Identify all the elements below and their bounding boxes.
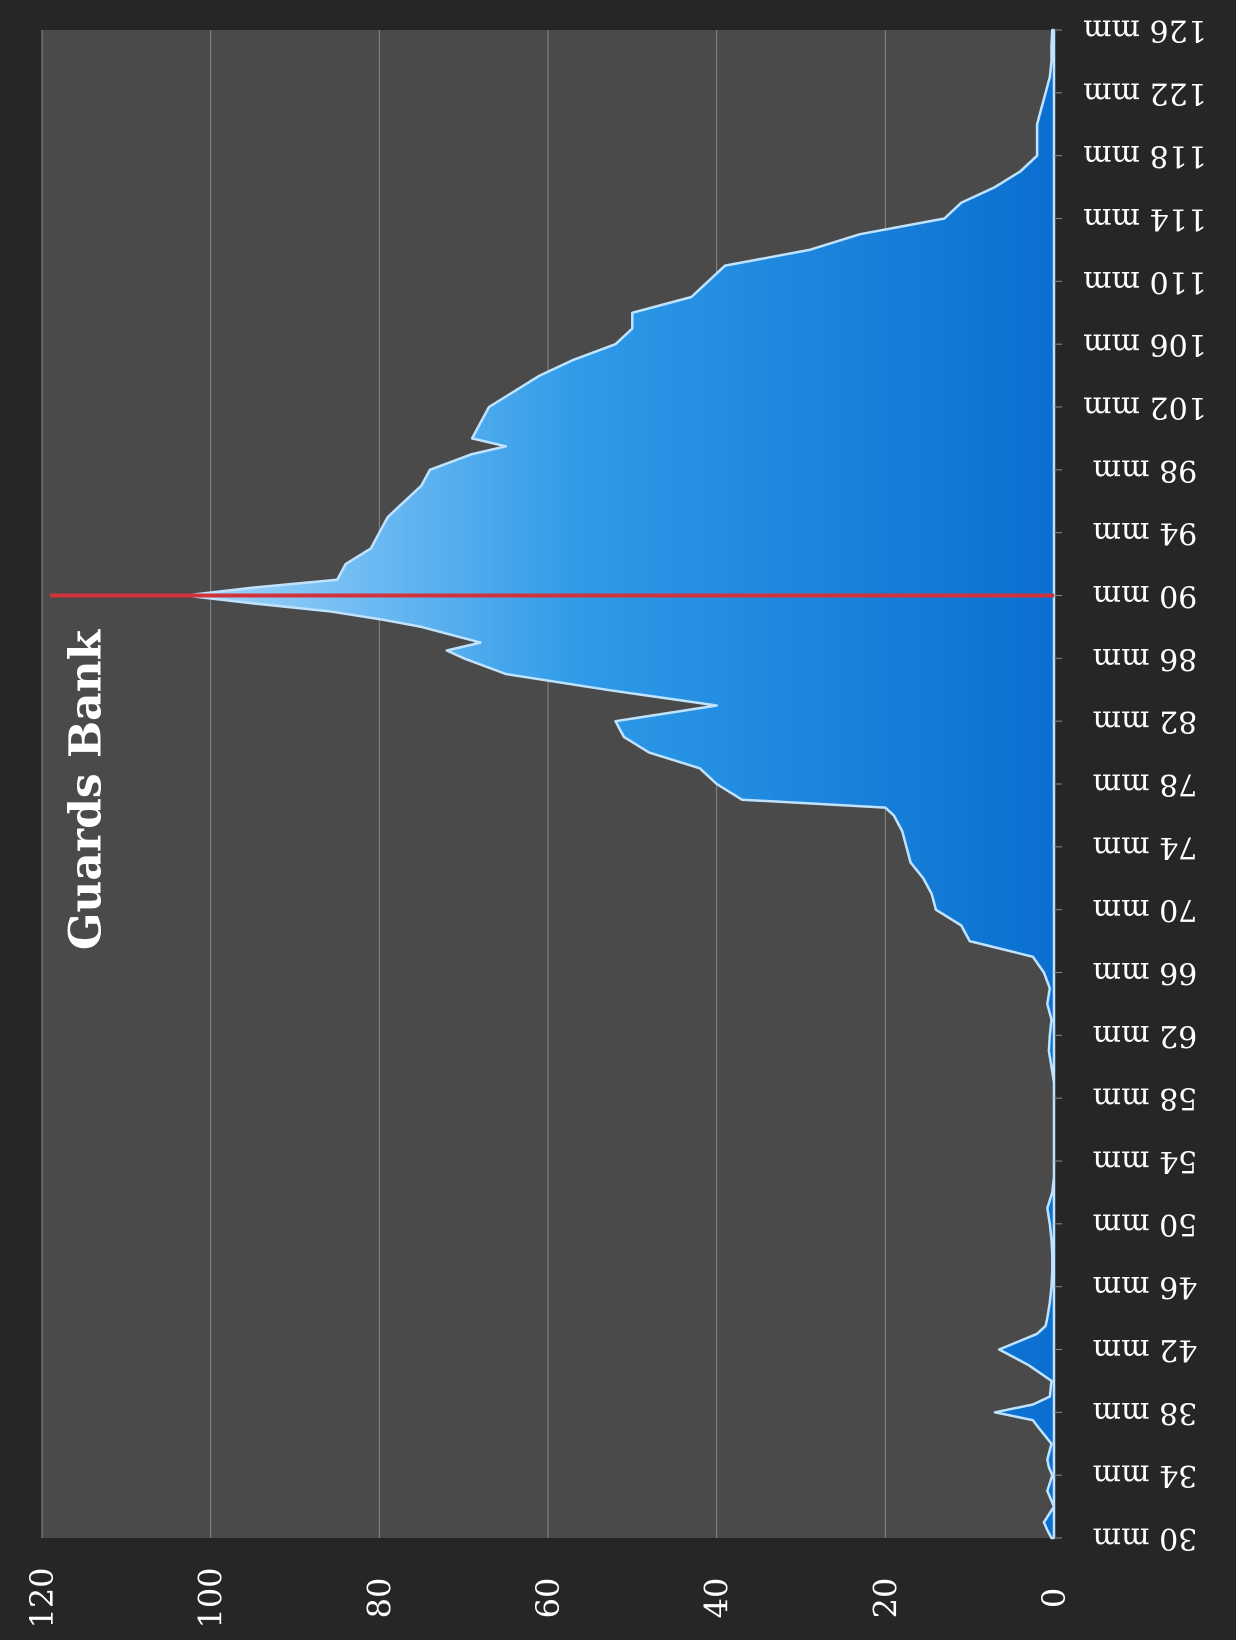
size-tick-label-34mm: 34 mm xyxy=(1093,1458,1198,1493)
chart-title: Guards Bank xyxy=(61,628,112,950)
value-tick-label-0: 0 xyxy=(1035,1588,1073,1608)
size-tick-label-54mm: 54 mm xyxy=(1093,1144,1198,1179)
size-tick-label-70mm: 70 mm xyxy=(1093,892,1198,927)
value-tick-label-20: 20 xyxy=(866,1578,904,1619)
size-tick-label-122mm: 122 mm xyxy=(1083,75,1207,110)
size-tick-label-110mm: 110 mm xyxy=(1083,264,1207,299)
size-tick-label-30mm: 30 mm xyxy=(1093,1521,1198,1556)
size-tick-label-90mm: 90 mm xyxy=(1093,578,1198,613)
value-tick-label-60: 60 xyxy=(529,1578,567,1619)
value-tick-label-80: 80 xyxy=(360,1578,398,1619)
size-tick-label-38mm: 38 mm xyxy=(1093,1395,1198,1430)
size-tick-label-42mm: 42 mm xyxy=(1093,1332,1198,1367)
size-tick-label-106mm: 106 mm xyxy=(1083,327,1207,362)
size-tick-label-114mm: 114 mm xyxy=(1083,201,1207,236)
size-tick-label-102mm: 102 mm xyxy=(1083,390,1207,425)
size-tick-label-86mm: 86 mm xyxy=(1093,641,1198,676)
value-axis-ticks: 0 20 40 60 80 100 120 xyxy=(23,1567,1073,1628)
series-area xyxy=(184,28,1056,1540)
size-tick-label-62mm: 62 mm xyxy=(1093,1018,1198,1053)
size-tick-label-78mm: 78 mm xyxy=(1093,767,1198,802)
size-tick-label-98mm: 98 mm xyxy=(1093,452,1198,487)
value-tick-label-100: 100 xyxy=(192,1567,230,1628)
value-tick-label-40: 40 xyxy=(698,1578,736,1619)
size-tick-label-46mm: 46 mm xyxy=(1093,1269,1198,1304)
size-tick-label-74mm: 74 mm xyxy=(1093,829,1198,864)
size-tick-label-66mm: 66 mm xyxy=(1093,955,1198,990)
size-axis-ticks: 30 mm 34 mm 38 mm 42 mm 46 mm 50 mm 54 mm 58 mm… xyxy=(1054,13,1207,1556)
size-tick-label-50mm: 50 mm xyxy=(1093,1206,1198,1241)
size-tick-label-58mm: 58 mm xyxy=(1093,1081,1198,1116)
size-tick-label-94mm: 94 mm xyxy=(1093,515,1198,550)
size-tick-label-118mm: 118 mm xyxy=(1083,138,1207,173)
value-tick-label-120: 120 xyxy=(23,1567,61,1628)
size-tick-label-82mm: 82 mm xyxy=(1093,704,1198,739)
size-tick-label-126mm: 126 mm xyxy=(1083,13,1207,48)
